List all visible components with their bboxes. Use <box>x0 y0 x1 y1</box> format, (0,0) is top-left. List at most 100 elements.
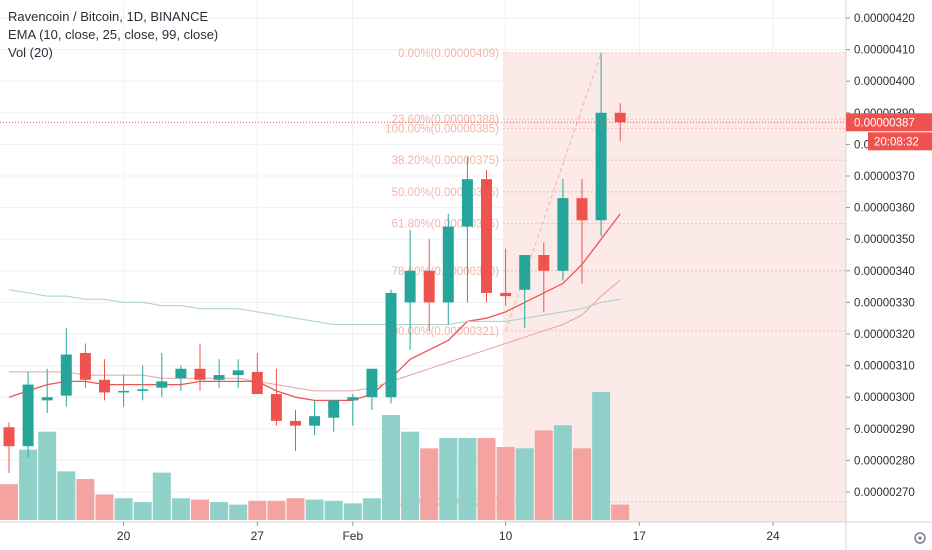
candle-body[interactable] <box>99 379 110 393</box>
volume-bar <box>229 504 248 520</box>
volume-bar <box>343 503 362 520</box>
price-tick-label: 0.00000410 <box>854 45 915 57</box>
candle-body[interactable] <box>404 270 416 303</box>
fib-level-label: 23.60%(0.00000388) <box>392 114 500 126</box>
candle-body[interactable] <box>22 384 34 447</box>
volume-bar <box>515 448 534 520</box>
candle-body[interactable] <box>500 292 512 297</box>
price-tick-label: 0.00000370 <box>854 171 915 183</box>
candle-body[interactable] <box>595 112 607 221</box>
settings-icon-ring[interactable] <box>914 532 926 544</box>
current-price-tag[interactable] <box>846 113 932 132</box>
volume-bar <box>324 500 343 520</box>
price-tick-label: 0.00000290 <box>854 424 915 436</box>
candle-body[interactable] <box>461 179 473 227</box>
candle-body[interactable] <box>328 400 340 418</box>
price-tick-label: 0.00000320 <box>854 329 915 341</box>
volume-bar <box>267 500 286 520</box>
volume-bar <box>114 498 133 520</box>
ema-25-line[interactable] <box>9 279 621 392</box>
volume-bar <box>76 479 95 520</box>
volume-bar <box>133 502 152 520</box>
volume-bar <box>477 438 496 520</box>
volume-bar <box>420 448 439 520</box>
volume-bar <box>458 438 477 520</box>
candle-body[interactable] <box>175 368 187 379</box>
chart-title[interactable]: Ravencoin / Bitcoin, 1D, BINANCE <box>8 9 209 24</box>
countdown-tag[interactable] <box>868 132 932 151</box>
candle-body[interactable] <box>481 179 492 293</box>
candle-body[interactable] <box>118 390 130 393</box>
price-tick-label: 0.00000330 <box>854 297 915 309</box>
settings-icon[interactable] <box>914 532 926 544</box>
fib-level-label: 100.00%(0.00000385) <box>385 124 499 136</box>
price-tick-label: 0.00000270 <box>854 487 915 499</box>
volume-bar <box>19 449 38 520</box>
candle-body[interactable] <box>442 226 454 303</box>
candle-body[interactable] <box>385 292 397 398</box>
candle-body[interactable] <box>366 368 378 398</box>
price-tick-label: 0.00000280 <box>854 455 915 467</box>
fib-level-label: 38.20%(0.00000375) <box>392 155 500 167</box>
candle-body[interactable] <box>290 420 301 426</box>
time-tick-label: 27 <box>251 529 265 543</box>
volume-bar <box>248 500 267 520</box>
price-tick-label: 0.00000300 <box>854 392 915 404</box>
time-tick-label: 24 <box>766 529 780 543</box>
time-tick-label: Feb <box>342 529 363 543</box>
price-tick-label: 0.00000420 <box>854 13 915 25</box>
candle-body[interactable] <box>519 255 531 290</box>
volume-bar <box>611 504 630 520</box>
volume-bar <box>171 498 190 520</box>
price-axis-panel[interactable] <box>846 0 932 550</box>
candle-body[interactable] <box>576 198 588 221</box>
candle-body[interactable] <box>156 381 168 388</box>
price-tick-label: 0.00000340 <box>854 266 915 278</box>
ema-99-line[interactable] <box>8 289 621 325</box>
price-tick-label: 0.00000400 <box>854 76 915 88</box>
volume-bar <box>534 430 553 520</box>
candle-body[interactable] <box>309 416 321 426</box>
settings-icon-dot[interactable] <box>918 536 922 540</box>
candle-body[interactable] <box>232 370 244 376</box>
candle-body[interactable] <box>79 352 91 380</box>
chart-legend: Ravencoin / Bitcoin, 1D, BINANCE EMA (10… <box>8 8 218 62</box>
volume-bar <box>553 425 572 520</box>
volume-bar <box>191 499 209 520</box>
candle-body[interactable] <box>614 112 626 123</box>
candle-body[interactable] <box>137 389 149 391</box>
fib-level-label: 100.00%(0.00000321) <box>385 326 499 338</box>
candle-body[interactable] <box>213 375 225 380</box>
volume-bar <box>305 499 324 520</box>
volume-bar <box>95 494 114 520</box>
time-tick-label: 10 <box>499 529 513 543</box>
volume-bar <box>57 471 76 520</box>
volume-bar <box>38 431 57 520</box>
candle-body[interactable] <box>194 368 206 380</box>
candle-body[interactable] <box>3 427 15 447</box>
time-tick-label: 17 <box>633 529 647 543</box>
volume-legend[interactable]: Vol (20) <box>8 45 53 60</box>
price-tick-label: 0.00000310 <box>854 361 915 373</box>
candle-body[interactable] <box>538 255 550 271</box>
volume-bar <box>592 392 611 520</box>
volume-bar <box>382 415 400 520</box>
candle-body[interactable] <box>423 270 435 303</box>
price-tick-label: 0.00000360 <box>854 203 915 215</box>
ema-legend[interactable]: EMA (10, close, 25, close, 99, close) <box>8 27 219 42</box>
candle-body[interactable] <box>557 198 569 271</box>
fib-level-label: 0.00%(0.00000409) <box>398 48 499 60</box>
volume-bar <box>401 431 420 520</box>
volume-bar <box>0 484 18 520</box>
candle-body[interactable] <box>270 394 282 421</box>
volume-bar <box>152 472 171 520</box>
volume-bar <box>210 502 229 520</box>
countdown-text: 20:08:32 <box>874 136 919 148</box>
time-tick-label: 20 <box>117 529 131 543</box>
candle-body[interactable] <box>347 397 359 401</box>
candle-body[interactable] <box>251 371 263 395</box>
candle-body[interactable] <box>60 354 72 396</box>
candle-body[interactable] <box>41 397 53 401</box>
